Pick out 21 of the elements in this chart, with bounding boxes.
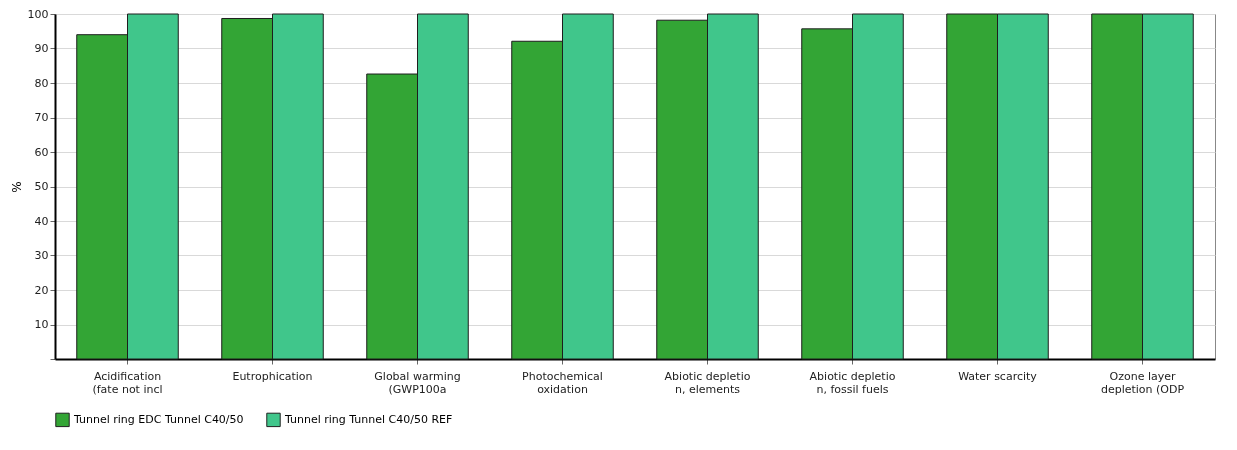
x-tick-label: Photochemical oxidation	[522, 369, 603, 396]
y-tick-label: 90	[34, 42, 49, 55]
y-tick-label: 70	[34, 111, 49, 124]
x-tick-label: Acidification (fate not incl	[92, 369, 163, 396]
x-tick-label: Water scarcity	[958, 369, 1038, 383]
x-tick-label: Ozone layer depletion (ODP	[1100, 369, 1185, 396]
x-tick-label: Global warming (GWP100a	[374, 369, 461, 396]
y-tick-label: 40	[34, 214, 49, 228]
y-tick-label: 80	[34, 76, 49, 90]
y-tick-label: 100	[27, 7, 49, 21]
legend-label: Tunnel ring Tunnel C40/50 REF	[284, 412, 453, 426]
x-tick-label: Abiotic depletio n, fossil fuels	[809, 369, 896, 396]
y-tick-label: 20	[34, 283, 49, 297]
y-tick-label: 60	[34, 145, 49, 159]
y-tick-label: 30	[34, 249, 49, 262]
legend-label: Tunnel ring EDC Tunnel C40/50	[73, 412, 244, 426]
x-tick-label: Abiotic depletio n, elements	[664, 369, 751, 396]
y-tick-label: 10	[34, 318, 49, 331]
y-axis-title: %	[9, 181, 24, 193]
x-tick-label: Eutrophication	[232, 369, 313, 383]
y-tick-label: 50	[34, 180, 49, 193]
